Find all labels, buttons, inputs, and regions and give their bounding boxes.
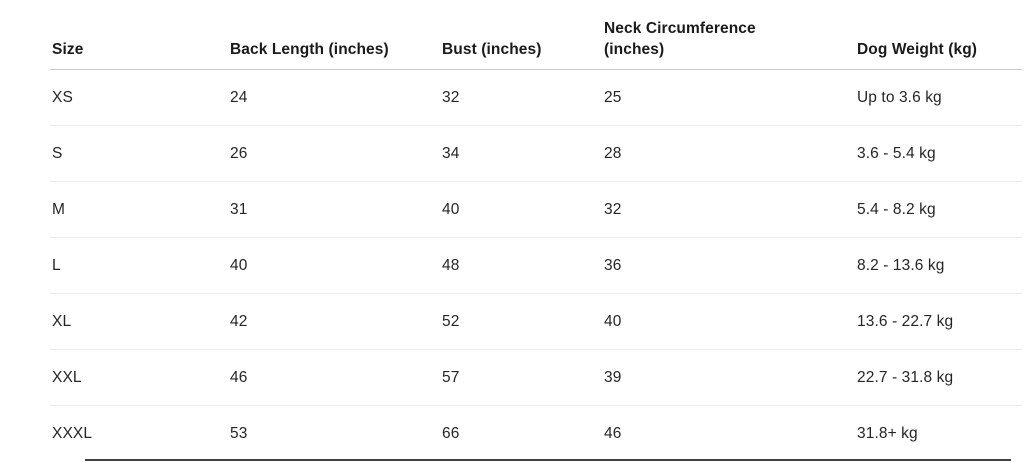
bust-cell: 66 bbox=[442, 424, 460, 442]
dog-size-chart-table: Size Back Length (inches) Bust (inches) … bbox=[50, 0, 1022, 461]
size-cell: XS bbox=[50, 69, 228, 126]
dog-weight-cell: 13.6 - 22.7 kg bbox=[855, 293, 1022, 350]
size-cell: M bbox=[50, 181, 228, 238]
dog-weight-cell: 3.6 - 5.4 kg bbox=[855, 125, 1022, 182]
size-cell: L bbox=[50, 237, 228, 294]
column-header-back-length: Back Length (inches) bbox=[228, 0, 440, 70]
size-cell: XL bbox=[50, 293, 228, 350]
size-cell: XXXL bbox=[52, 424, 93, 442]
back-length-cell: 31 bbox=[228, 181, 440, 238]
dog-weight-cell: 8.2 - 13.6 kg bbox=[855, 237, 1022, 294]
table-row-m: M 31 40 32 5.4 - 8.2 kg bbox=[50, 181, 1022, 238]
bust-cell: 34 bbox=[440, 125, 602, 182]
size-cell: XXL bbox=[50, 349, 228, 406]
back-length-cell: 42 bbox=[228, 293, 440, 350]
neck-circumference-cell: 28 bbox=[602, 125, 855, 182]
neck-circumference-cell: 25 bbox=[602, 69, 855, 126]
table-row-xxl: XXL 46 57 39 22.7 - 31.8 kg bbox=[50, 349, 1022, 406]
neck-circumference-cell: 39 bbox=[602, 349, 855, 406]
table-row-xl: XL 42 52 40 13.6 - 22.7 kg bbox=[50, 293, 1022, 350]
bust-cell: 48 bbox=[440, 237, 602, 294]
column-header-size-label: Size bbox=[52, 41, 84, 58]
column-header-size: Size bbox=[50, 0, 228, 70]
cropped-next-section-top-edge bbox=[85, 459, 1011, 461]
dog-weight-cell: 5.4 - 8.2 kg bbox=[855, 181, 1022, 238]
dog-weight-cell: Up to 3.6 kg bbox=[855, 69, 1022, 126]
back-length-cell: 46 bbox=[228, 349, 440, 406]
column-header-neck-circumference: Neck Circumference (inches) bbox=[602, 0, 855, 70]
table-row-s: S 26 34 28 3.6 - 5.4 kg bbox=[50, 125, 1022, 182]
neck-circumference-cell: 32 bbox=[602, 181, 855, 238]
bust-cell: 32 bbox=[440, 69, 602, 126]
column-header-dog-weight-label: Dog Weight (kg) bbox=[857, 41, 978, 58]
column-header-neck-circumference-label: Neck Circumference (inches) bbox=[604, 20, 756, 58]
column-header-bust-label: Bust (inches) bbox=[442, 41, 542, 58]
table-row-xxxl: XXXL 53 66 46 31.8+ kg bbox=[50, 406, 1022, 462]
column-header-back-length-label: Back Length (inches) bbox=[230, 41, 389, 58]
bust-cell: 52 bbox=[440, 293, 602, 350]
bust-cell: 57 bbox=[440, 349, 602, 406]
bust-cell: 40 bbox=[440, 181, 602, 238]
back-length-cell: 24 bbox=[228, 69, 440, 126]
dog-weight-cell: 31.8+ kg bbox=[857, 424, 918, 442]
column-header-bust: Bust (inches) bbox=[440, 0, 602, 70]
size-cell: S bbox=[50, 125, 228, 182]
column-header-dog-weight: Dog Weight (kg) bbox=[855, 0, 1022, 70]
back-length-cell: 26 bbox=[228, 125, 440, 182]
back-length-cell: 53 bbox=[230, 424, 248, 442]
table-row-xs: XS 24 32 25 Up to 3.6 kg bbox=[50, 69, 1022, 126]
neck-circumference-cell: 36 bbox=[602, 237, 855, 294]
dog-weight-cell: 22.7 - 31.8 kg bbox=[855, 349, 1022, 406]
table-header-row: Size Back Length (inches) Bust (inches) … bbox=[50, 0, 1022, 70]
neck-circumference-cell: 40 bbox=[602, 293, 855, 350]
neck-circumference-cell: 46 bbox=[604, 424, 622, 442]
back-length-cell: 40 bbox=[228, 237, 440, 294]
table-row-l: L 40 48 36 8.2 - 13.6 kg bbox=[50, 237, 1022, 294]
